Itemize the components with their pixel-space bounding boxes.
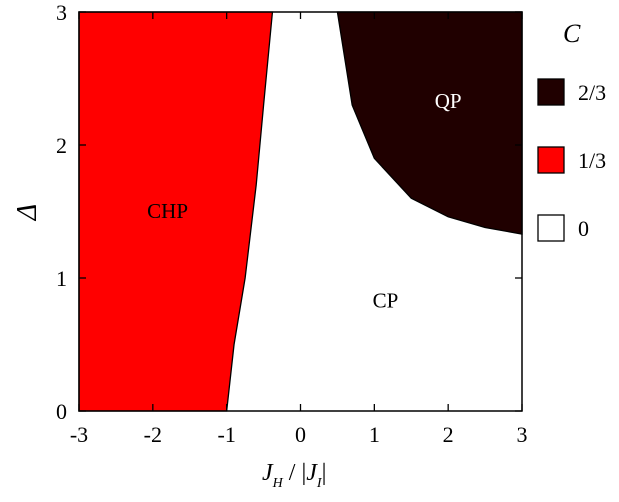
x-axis-label-main-sub: H (272, 476, 284, 491)
y-axis-label-text: Δ (12, 204, 43, 221)
x-axis-label-den: J (306, 460, 318, 486)
x-axis-label-main: J (262, 460, 274, 486)
x-axis-label-sep: / | (283, 460, 306, 486)
region-label-QP: QP (435, 89, 462, 113)
y-axis-label: Δ (12, 204, 43, 221)
x-tick-label: 1 (369, 422, 380, 447)
x-tick-label: -1 (218, 422, 236, 447)
x-tick-label: -2 (144, 422, 162, 447)
y-tick-label: 0 (56, 399, 67, 424)
legend-title: C (563, 19, 581, 48)
legend: C 2/3 1/3 0 (537, 19, 606, 242)
legend-swatch (537, 78, 565, 106)
legend-swatch (537, 214, 565, 242)
x-axis-label-close: | (322, 460, 327, 486)
x-axis-label-den-sub: I (316, 476, 323, 491)
y-tick-label: 1 (56, 266, 67, 291)
region-label-CHP: CHP (147, 199, 188, 223)
x-tick-label: 2 (443, 422, 454, 447)
x-axis-label: JH / |JI| (262, 460, 326, 491)
y-tick-label: 3 (56, 0, 67, 25)
legend-label: 1/3 (578, 148, 606, 173)
x-tick-label: -3 (70, 422, 88, 447)
axis-ticks: -3 -2 -1 0 1 2 3 0 1 2 3 (56, 0, 528, 447)
x-tick-label: 3 (517, 422, 528, 447)
legend-label: 0 (578, 216, 589, 241)
y-tick-label: 2 (56, 133, 67, 158)
region-labels: CHP QP CP (147, 89, 461, 313)
svg-text:JH / |JI|: JH / |JI| (262, 460, 326, 491)
x-tick-label: 0 (295, 422, 306, 447)
legend-label: 2/3 (578, 80, 606, 105)
legend-swatch (537, 146, 565, 174)
plot-regions (78, 11, 523, 412)
region-label-CP: CP (373, 288, 399, 312)
